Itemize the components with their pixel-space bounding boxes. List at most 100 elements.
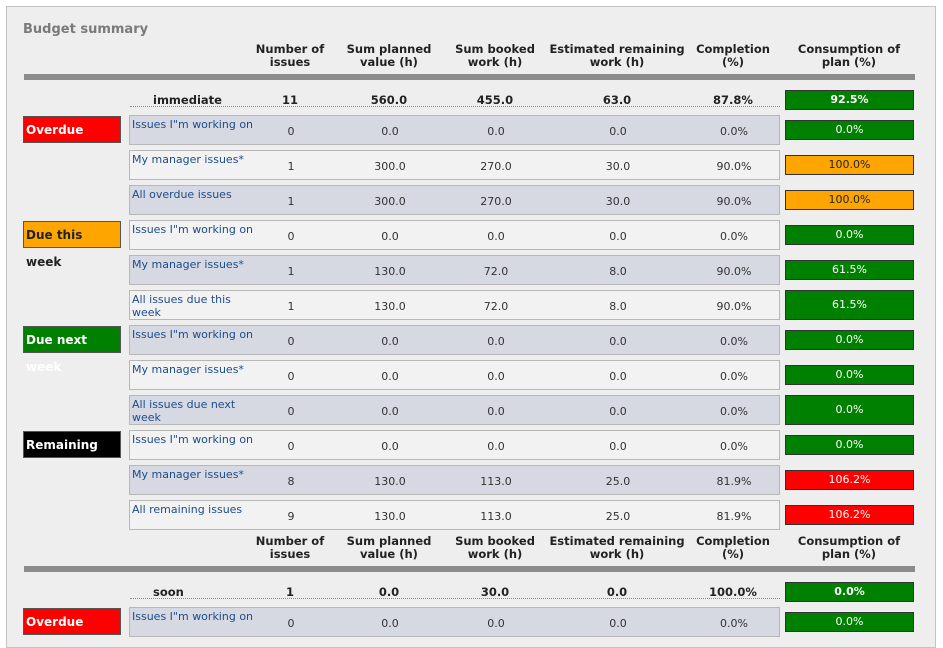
column-header: Estimated remaining work (h) xyxy=(549,42,685,69)
row-link[interactable]: My manager issues* xyxy=(132,363,244,376)
row-consumption: 0.0% xyxy=(785,120,914,140)
row-value: 130.0 xyxy=(374,265,406,278)
row-value: 0.0 xyxy=(487,125,505,138)
row-value: 0.0 xyxy=(487,440,505,453)
row-link[interactable]: Issues I"m working on xyxy=(132,223,254,236)
row-value: 0 xyxy=(287,230,295,243)
row-value: 0.0 xyxy=(609,617,627,630)
row-link[interactable]: All remaining issues xyxy=(132,503,243,516)
group-divider xyxy=(130,106,780,107)
column-header: Completion (%) xyxy=(696,534,770,561)
row-link[interactable]: Issues I"m working on xyxy=(132,433,254,446)
group-consumption: 0.0% xyxy=(785,582,914,602)
row-consumption: 100.0% xyxy=(785,155,914,175)
row-value: 0 xyxy=(287,125,295,138)
column-header: Sum planned value (h) xyxy=(346,42,432,69)
row-value: 0.0 xyxy=(609,405,627,418)
row-value: 72.0 xyxy=(483,265,509,278)
row-consumption: 0.0% xyxy=(785,612,914,632)
row-value: 1 xyxy=(287,160,295,173)
table-row: All issues due this week 1 130.0 72.0 8.0 90.… xyxy=(129,290,780,320)
table-row: My manager issues* 8 130.0 113.0 25.0 81.9% xyxy=(129,465,780,495)
column-header: Consumption of plan (%) xyxy=(797,42,901,69)
row-value: 130.0 xyxy=(374,475,406,488)
column-header: Number of issues xyxy=(255,534,325,561)
category-label: Remaining xyxy=(23,431,121,458)
row-value: 0.0% xyxy=(720,335,748,348)
row-value: 0.0 xyxy=(609,370,627,383)
row-consumption: 0.0% xyxy=(785,395,914,425)
category-label: Due next week xyxy=(23,326,121,374)
row-consumption: 106.2% xyxy=(785,470,914,490)
row-link[interactable]: Issues I"m working on xyxy=(132,118,254,131)
table-row: Issues I"m working on 0 0.0 0.0 0.0 0.0% xyxy=(129,220,780,250)
row-value: 0.0% xyxy=(720,230,748,243)
row-link[interactable]: My manager issues* xyxy=(132,258,244,271)
group-value: 0.0 xyxy=(606,585,628,599)
row-value: 8 xyxy=(287,475,295,488)
column-header: Sum booked work (h) xyxy=(455,534,535,561)
row-value: 0.0% xyxy=(720,440,748,453)
category-label: Overdue xyxy=(23,116,121,143)
table-row: Issues I"m working on 0 0.0 0.0 0.0 0.0% xyxy=(129,325,780,355)
table-row: Issues I"m working on 0 0.0 0.0 0.0 0.0% xyxy=(129,430,780,460)
row-value: 90.0% xyxy=(716,160,752,173)
row-value: 0.0 xyxy=(381,370,399,383)
row-link[interactable]: All issues due next week xyxy=(132,398,236,424)
row-consumption: 61.5% xyxy=(785,290,914,320)
column-header: Number of issues xyxy=(255,42,325,69)
category-label: Due this week xyxy=(23,221,121,269)
row-value: 0.0 xyxy=(381,125,399,138)
row-link[interactable]: My manager issues* xyxy=(132,153,244,166)
row-value: 0.0 xyxy=(609,440,627,453)
row-value: 0.0 xyxy=(487,335,505,348)
row-value: 0.0 xyxy=(609,335,627,348)
row-value: 0.0% xyxy=(720,405,748,418)
row-value: 30.0 xyxy=(605,160,631,173)
row-value: 0 xyxy=(287,440,295,453)
row-value: 0.0% xyxy=(720,370,748,383)
group-name: immediate xyxy=(153,93,222,107)
row-value: 90.0% xyxy=(716,195,752,208)
row-value: 0.0 xyxy=(487,405,505,418)
row-value: 0 xyxy=(287,617,295,630)
header-rule xyxy=(24,74,915,80)
table-row: All overdue issues 1 300.0 270.0 30.0 90.0% xyxy=(129,185,780,215)
group-value: 100.0% xyxy=(709,585,757,599)
row-link[interactable]: Issues I"m working on xyxy=(132,328,254,341)
group-divider xyxy=(130,598,780,599)
row-value: 270.0 xyxy=(480,160,512,173)
row-value: 0 xyxy=(287,405,295,418)
row-value: 1 xyxy=(287,265,295,278)
row-value: 8.0 xyxy=(609,300,627,313)
row-value: 30.0 xyxy=(605,195,631,208)
group-name: soon xyxy=(153,585,184,599)
row-consumption: 0.0% xyxy=(785,330,914,350)
page-title: Budget summary xyxy=(23,22,149,37)
row-link[interactable]: All overdue issues xyxy=(132,188,232,201)
row-value: 300.0 xyxy=(374,195,406,208)
row-link[interactable]: All issues due this week xyxy=(132,293,231,319)
row-value: 113.0 xyxy=(480,510,512,523)
row-consumption: 0.0% xyxy=(785,225,914,245)
row-value: 0.0 xyxy=(381,230,399,243)
row-value: 0 xyxy=(287,370,295,383)
group-value: 1 xyxy=(285,585,294,599)
row-value: 0.0 xyxy=(609,230,627,243)
table-row: My manager issues* 1 300.0 270.0 30.0 90.0% xyxy=(129,150,780,180)
row-value: 90.0% xyxy=(716,300,752,313)
group-value: 11 xyxy=(281,93,298,107)
header-rule xyxy=(24,566,915,572)
row-link[interactable]: My manager issues* xyxy=(132,468,244,481)
row-value: 25.0 xyxy=(605,510,631,523)
column-header: Sum planned value (h) xyxy=(346,534,432,561)
row-value: 270.0 xyxy=(480,195,512,208)
table-row: All remaining issues 9 130.0 113.0 25.0 81.9% xyxy=(129,500,780,530)
row-consumption: 0.0% xyxy=(785,365,914,385)
group-consumption: 92.5% xyxy=(785,90,914,110)
group-value: 87.8% xyxy=(713,93,753,107)
column-header: Sum booked work (h) xyxy=(455,42,535,69)
group-value: 0.0 xyxy=(378,585,400,599)
row-value: 0.0 xyxy=(381,440,399,453)
group-value: 30.0 xyxy=(480,585,510,599)
